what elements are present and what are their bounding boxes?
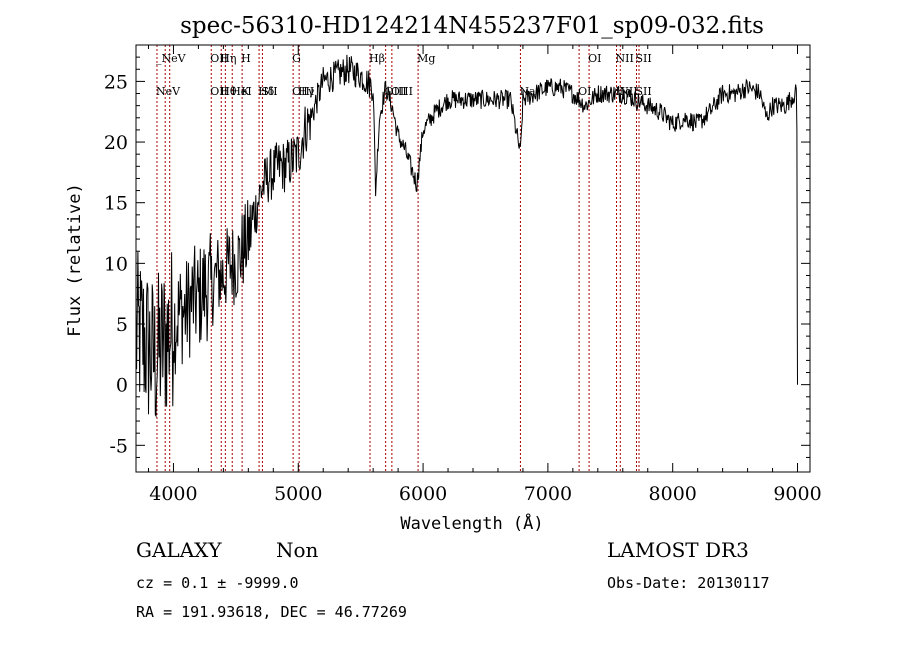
line-label-bottom: Hγ bbox=[298, 85, 315, 98]
line-label-bottom: SII bbox=[261, 85, 277, 98]
spectrum-series-line bbox=[135, 54, 798, 418]
line-label-top: Hβ bbox=[369, 52, 385, 65]
line-label-top: Mg bbox=[417, 52, 435, 65]
x-tick-label: 8000 bbox=[649, 483, 697, 505]
y-axis-ticks: -5 0 5 10 15 20 25 bbox=[104, 56, 810, 458]
line-label-bottom: HeI bbox=[231, 85, 251, 98]
line-label-bottom: SII bbox=[636, 85, 652, 98]
coordinates-text: RA = 191.93618, DEC = 46.77269 bbox=[136, 603, 407, 621]
y-tick-label: 20 bbox=[104, 132, 128, 154]
x-tick-label: 6000 bbox=[399, 483, 447, 505]
y-tick-label: 0 bbox=[116, 375, 128, 397]
line-label-top: H bbox=[241, 52, 251, 65]
line-label-bottom: OIII bbox=[391, 85, 413, 98]
y-tick-label: 10 bbox=[104, 253, 128, 275]
x-tick-label: 5000 bbox=[274, 483, 322, 505]
line-label-top: Hη bbox=[220, 52, 236, 65]
line-label-top: OII bbox=[210, 52, 228, 65]
line-label-top: G bbox=[292, 52, 301, 65]
line-label-bottom: OII bbox=[210, 85, 228, 98]
y-tick-label: 25 bbox=[104, 71, 128, 93]
survey-label: LAMOST DR3 bbox=[607, 538, 749, 562]
line-label-bottom: OI bbox=[578, 85, 591, 98]
x-tick-label: 4000 bbox=[149, 483, 197, 505]
line-label-bottom: Hδ bbox=[258, 85, 275, 98]
x-axis-ticks: 4000 5000 6000 7000 8000 9000 bbox=[147, 45, 822, 505]
x-axis-title: Wavelength (Å) bbox=[400, 512, 543, 534]
x-tick-label: 9000 bbox=[773, 483, 821, 505]
chart-title: spec-56310-HD124214N455237F01_sp09-032.f… bbox=[180, 13, 764, 39]
redshift-text: cz = 0.1 ± -9999.0 bbox=[136, 574, 299, 592]
emission-line-markers bbox=[156, 45, 640, 472]
line-label-bottom: NeV bbox=[156, 85, 181, 98]
y-tick-label: 15 bbox=[104, 193, 128, 215]
line-label-top: _NeV bbox=[156, 52, 187, 65]
obs-date-text: Obs-Date: 20130117 bbox=[607, 574, 770, 592]
line-label-bottom: Hθ bbox=[220, 85, 237, 98]
y-tick-label: -5 bbox=[109, 435, 128, 457]
x-tick-label: 7000 bbox=[524, 483, 572, 505]
subclass-label: Non bbox=[276, 538, 319, 562]
line-label-bottom: K bbox=[241, 85, 250, 98]
y-axis-title: Flux (relative) bbox=[65, 183, 85, 337]
line-label-bottom: OIII bbox=[292, 85, 314, 98]
y-tick-label: 5 bbox=[116, 314, 128, 336]
line-label-top: OI bbox=[588, 52, 601, 65]
class-label: GALAXY bbox=[136, 538, 222, 562]
line-label-top: NII bbox=[616, 52, 634, 65]
line-label-top: SII bbox=[636, 52, 652, 65]
